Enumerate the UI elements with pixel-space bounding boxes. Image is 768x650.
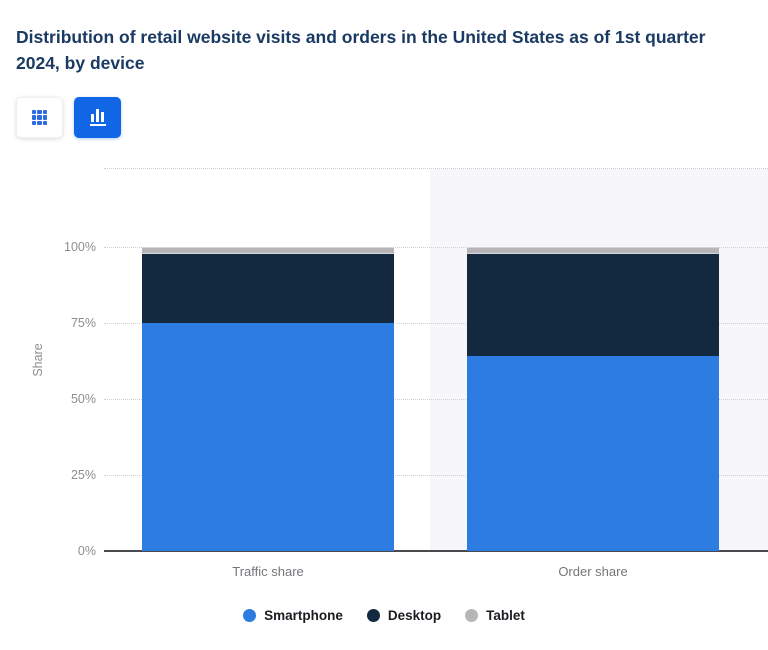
plot-top-border [104,168,768,169]
y-tick-label: 100% [64,240,96,254]
chart-legend: Smartphone Desktop Tablet [0,608,768,623]
y-tick-label: 0% [77,544,96,558]
chart-view-button[interactable] [74,97,121,138]
bar-segment-smartphone-1[interactable] [142,323,394,551]
x-category-label: Order share [558,564,628,579]
y-gridline [104,475,768,476]
legend-item-smartphone[interactable]: Smartphone [243,608,343,623]
y-tick-label: 25% [70,468,96,482]
y-gridline [104,399,768,400]
bar-segment-tablet-2[interactable] [467,247,719,254]
legend-item-tablet[interactable]: Tablet [465,608,525,623]
y-gridline [104,247,768,248]
bar-segment-desktop-2[interactable] [467,253,719,357]
x-category-label: Traffic share [232,564,304,579]
x-axis-line [104,550,768,552]
bar-chart-icon [89,109,106,126]
view-toggle-toolbar [16,97,121,138]
bar-segment-smartphone-2[interactable] [467,356,719,551]
legend-marker-icon [366,609,380,622]
table-view-button[interactable] [16,97,63,138]
legend-label: Desktop [387,608,442,623]
y-tick-label: 75% [70,316,96,330]
y-axis-title: Share [31,343,45,377]
grid-icon [31,109,48,126]
y-tick-label: 50% [70,392,96,406]
legend-marker-icon [243,609,257,622]
chart-title: Distribution of retail website visits an… [16,27,706,73]
y-gridline [104,323,768,324]
legend-label: Tablet [486,608,525,623]
legend-marker-icon [465,609,479,622]
bar-segment-tablet-1[interactable] [142,247,394,254]
legend-item-desktop[interactable]: Desktop [366,608,442,623]
legend-label: Smartphone [264,608,343,623]
bar-segment-desktop-1[interactable] [142,253,394,323]
